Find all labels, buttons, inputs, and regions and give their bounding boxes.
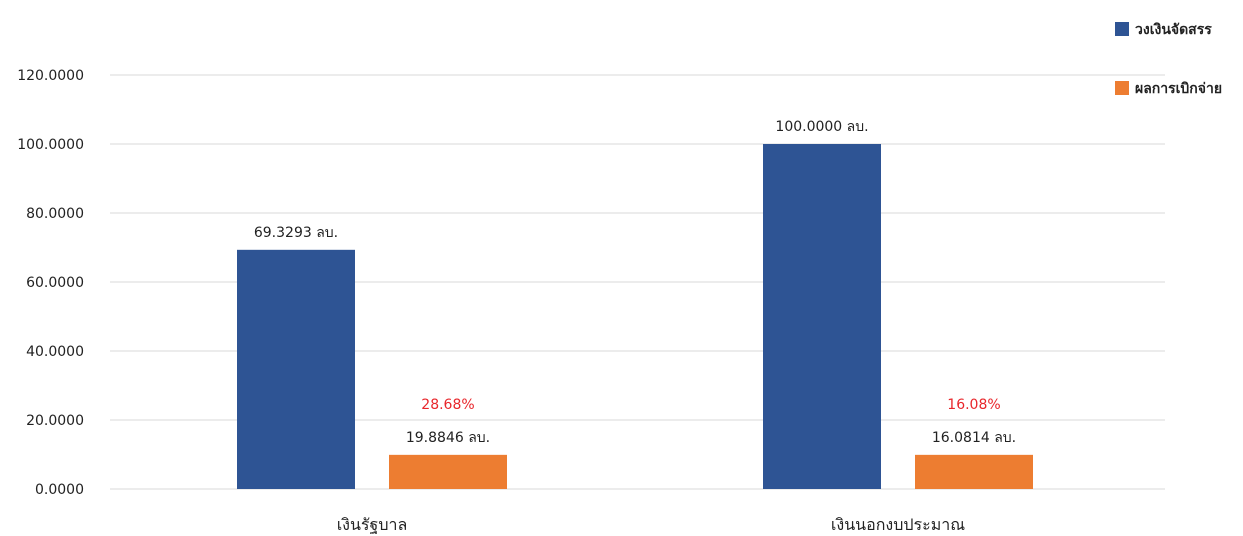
bar xyxy=(915,454,1033,489)
legend-swatch xyxy=(1115,81,1129,95)
legend-swatch xyxy=(1115,22,1129,36)
legend-label: วงเงินจัดสรร xyxy=(1135,22,1212,38)
data-label: 16.0814 ลบ. xyxy=(932,430,1016,446)
y-tick-label: 40.0000 xyxy=(26,344,84,360)
bar xyxy=(763,144,881,489)
data-labels: 69.3293 ลบ. 19.8846 ลบ. 28.68% 100.0000 ลบ.… xyxy=(254,119,1016,446)
y-axis-ticks: 0.0000 20.0000 40.0000 60.0000 80.0000 100.00… xyxy=(17,68,84,498)
bars xyxy=(237,144,1033,489)
category-labels: เงินรัฐบาล เงินนอกงบประมาณ xyxy=(337,515,966,534)
y-tick-label: 80.0000 xyxy=(26,206,84,222)
category-label: เงินรัฐบาล xyxy=(337,515,408,534)
percent-label: 28.68% xyxy=(421,397,474,413)
bar xyxy=(237,249,355,489)
data-label: 19.8846 ลบ. xyxy=(406,430,490,446)
percent-label: 16.08% xyxy=(947,397,1000,413)
category-label: เงินนอกงบประมาณ xyxy=(831,515,965,534)
y-tick-label: 120.0000 xyxy=(17,68,84,84)
y-tick-label: 60.0000 xyxy=(26,275,84,291)
legend-label: ผลการเบิกจ่าย xyxy=(1135,81,1222,97)
data-label: 69.3293 ลบ. xyxy=(254,225,338,241)
y-tick-label: 20.0000 xyxy=(26,413,84,429)
data-label: 100.0000 ลบ. xyxy=(775,119,868,135)
y-tick-label: 100.0000 xyxy=(17,137,84,153)
bar xyxy=(389,454,507,489)
y-tick-label: 0.0000 xyxy=(35,482,84,498)
